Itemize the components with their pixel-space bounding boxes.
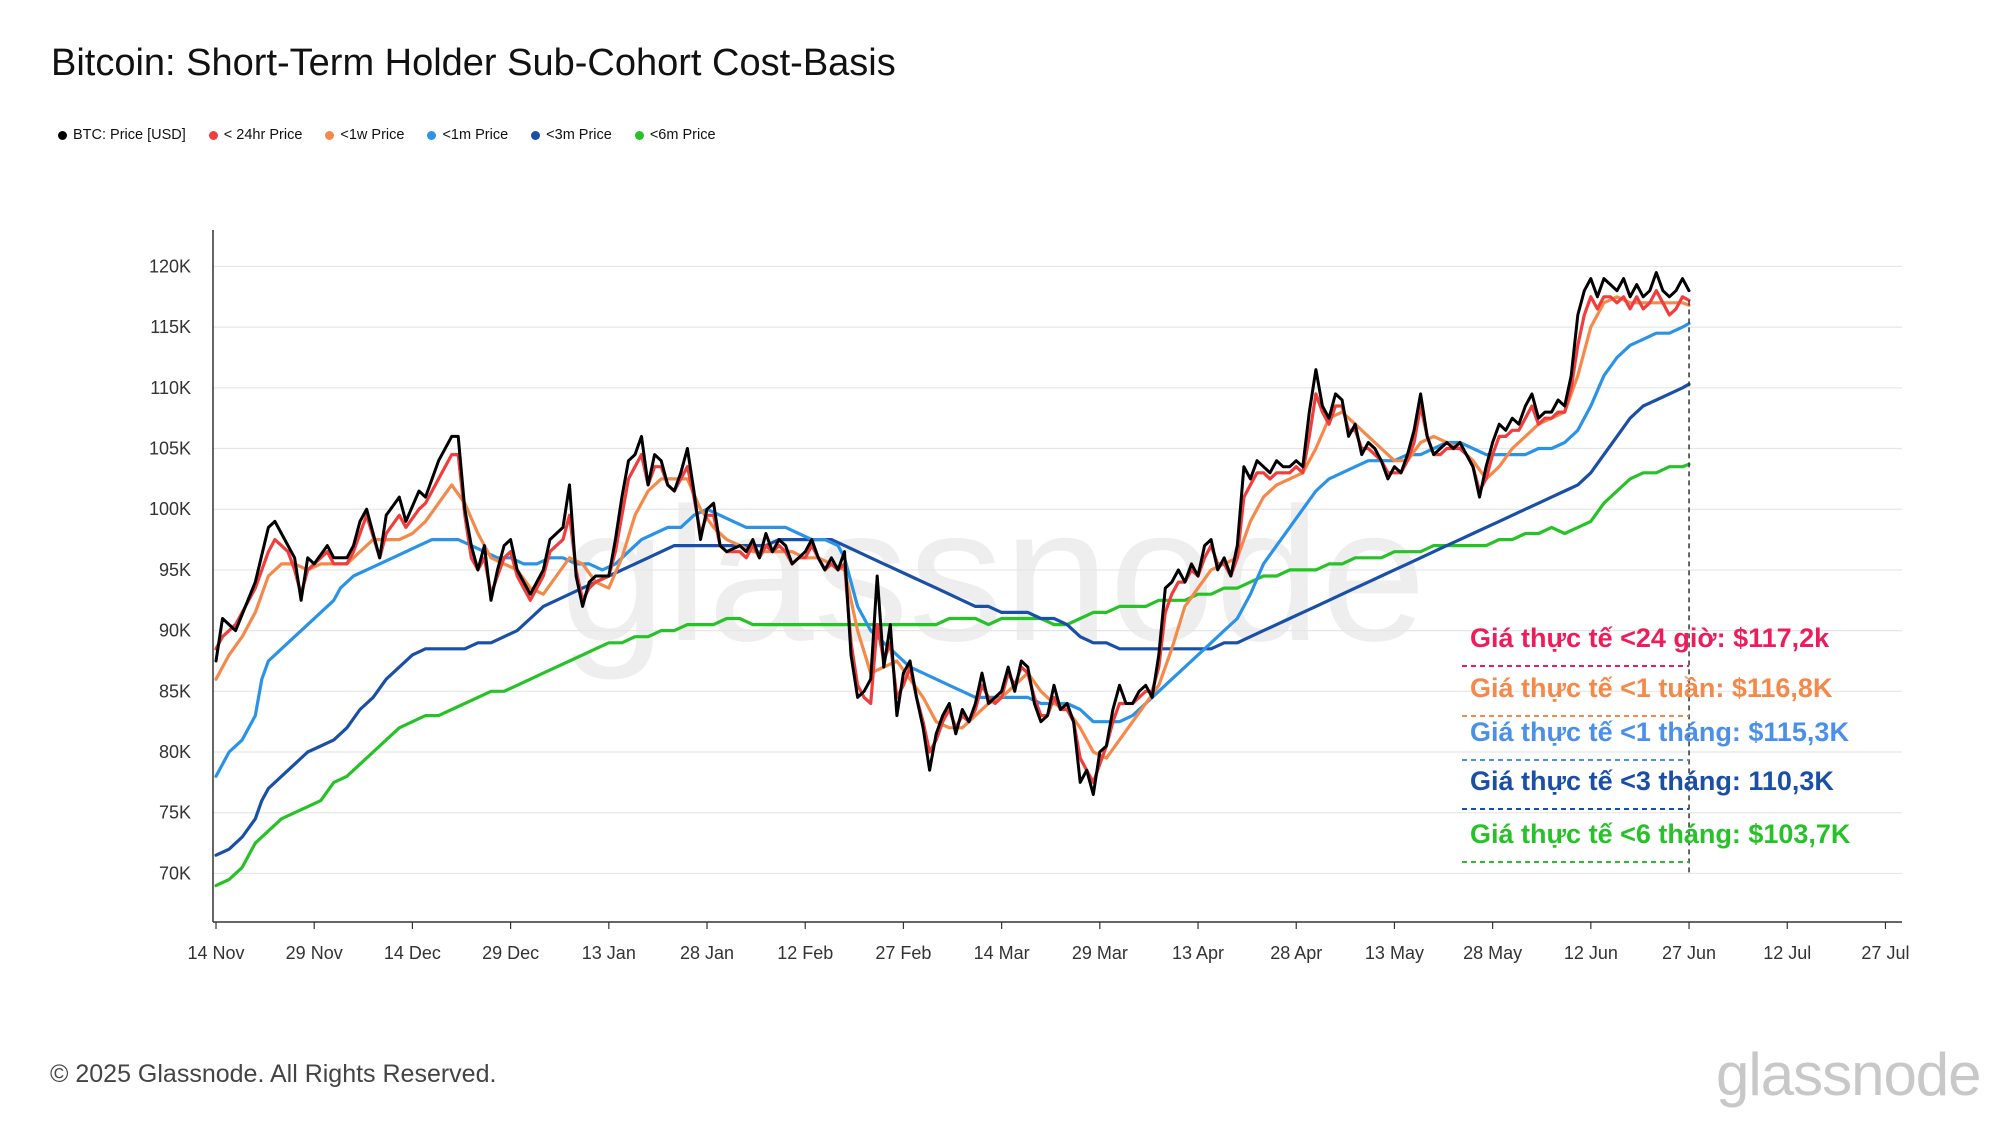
legend-item[interactable]: <3m Price	[531, 127, 612, 143]
x-tick-label: 12 Jul	[1763, 943, 1811, 963]
legend-item[interactable]: <1w Price	[325, 127, 404, 143]
legend-dot-icon	[634, 130, 644, 140]
y-tick-label: 75K	[159, 803, 191, 823]
x-tick-label: 27 Jun	[1662, 943, 1716, 963]
x-tick-label: 14 Mar	[974, 943, 1030, 963]
legend-label: < 24hr Price	[223, 127, 303, 143]
legend-label: <6m Price	[649, 127, 716, 143]
x-tick-label: 12 Feb	[777, 943, 833, 963]
x-tick-label: 13 May	[1365, 943, 1424, 963]
x-tick-label: 12 Jun	[1564, 943, 1618, 963]
legend-label: <1w Price	[340, 127, 405, 143]
series-line-0[interactable]	[214, 271, 1691, 796]
x-tick-label: 13 Jan	[582, 943, 636, 963]
legend: BTC: Price [USD] < 24hr Price <1w Price <1m…	[58, 127, 739, 143]
y-tick-label: 105K	[149, 439, 191, 459]
y-tick-label: 100K	[149, 499, 191, 519]
realized-price-annotation: Giá thực tế <3 tháng: 110,3K	[1470, 766, 1834, 796]
legend-label: <1m Price	[442, 127, 509, 143]
legend-label: BTC: Price [USD]	[73, 127, 186, 143]
y-tick-label: 95K	[159, 560, 191, 580]
legend-label: <3m Price	[546, 127, 612, 143]
x-tick-label: 14 Dec	[384, 943, 441, 963]
x-tick-label: 29 Dec	[482, 943, 539, 963]
legend-dot-icon	[427, 130, 437, 140]
y-tick-label: 85K	[159, 681, 191, 701]
y-tick-label: 115K	[150, 317, 191, 337]
x-tick-label: 29 Nov	[286, 943, 343, 963]
realized-price-annotation: Giá thực tế <6 tháng: $103,7K	[1470, 819, 1851, 849]
x-tick-label: 29 Mar	[1072, 943, 1128, 963]
glassnode-logo: glassnode	[1716, 1041, 1982, 1108]
chart-background-watermark: glassnode	[560, 469, 1426, 681]
series-line-1[interactable]	[214, 289, 1691, 785]
legend-dot-icon	[325, 130, 335, 140]
series-line-4[interactable]	[214, 382, 1691, 857]
chart-title: Bitcoin: Short-Term Holder Sub-Cohort Co…	[51, 42, 896, 84]
x-tick-label: 28 Apr	[1270, 943, 1322, 963]
y-tick-label: 120K	[149, 256, 191, 276]
legend-dot-icon	[58, 130, 67, 140]
x-tick-label: 14 Nov	[187, 943, 244, 963]
legend-item[interactable]: BTC: Price [USD]	[58, 127, 186, 143]
copyright-footer: © 2025 Glassnode. All Rights Reserved.	[50, 1060, 497, 1088]
legend-dot-icon	[208, 130, 218, 140]
y-tick-label: 70K	[159, 863, 191, 883]
x-tick-label: 13 Apr	[1172, 943, 1224, 963]
realized-price-annotation: Giá thực tế <24 giờ: $117,2k	[1470, 623, 1830, 653]
x-tick-label: 27 Feb	[875, 943, 931, 963]
x-tick-label: 28 Jan	[680, 943, 734, 963]
legend-item[interactable]: <1m Price	[427, 127, 508, 143]
realized-price-annotation: Giá thực tế <1 tuần: $116,8K	[1470, 673, 1833, 703]
x-tick-label: 27 Jul	[1861, 943, 1909, 963]
legend-item[interactable]: <6m Price	[634, 127, 716, 143]
realized-price-annotation: Giá thực tế <1 tháng: $115,3K	[1470, 717, 1849, 747]
y-tick-label: 80K	[159, 742, 191, 762]
legend-dot-icon	[531, 130, 541, 140]
x-tick-label: 28 May	[1463, 943, 1522, 963]
legend-item[interactable]: < 24hr Price	[208, 127, 303, 143]
y-tick-label: 110K	[150, 378, 191, 398]
y-tick-label: 90K	[159, 621, 191, 641]
